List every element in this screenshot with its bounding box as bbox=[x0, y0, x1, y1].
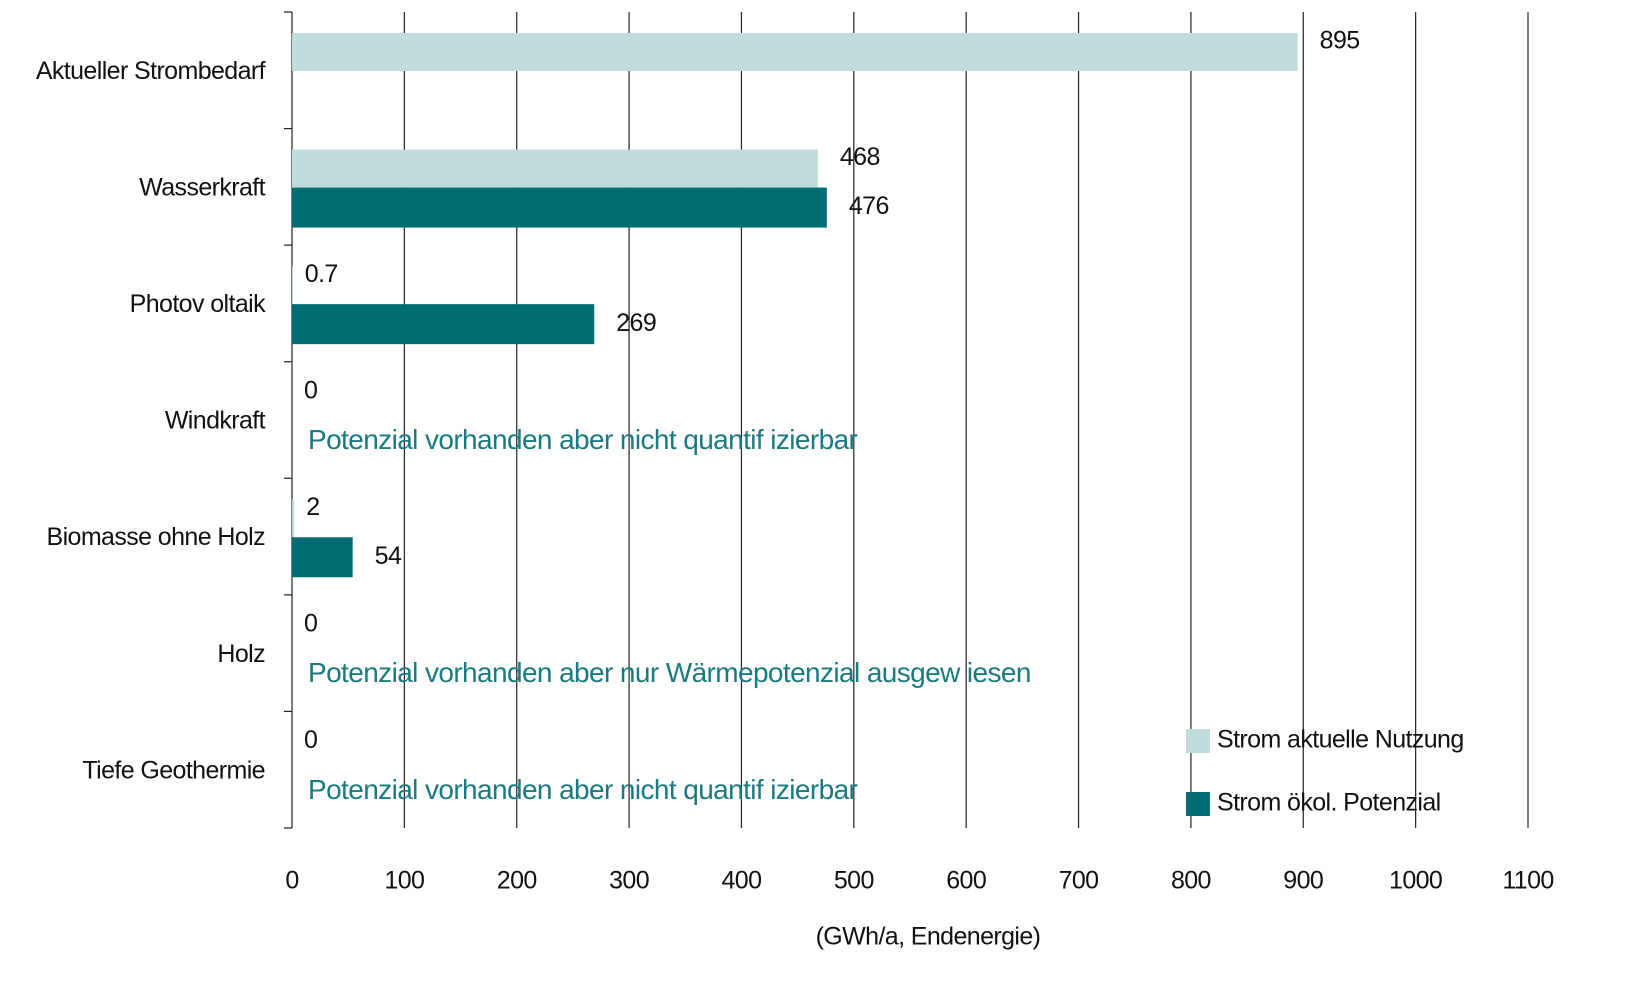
x-tick-label: 300 bbox=[609, 867, 649, 895]
legend-label: Strom aktuelle Nutzung bbox=[1217, 726, 1464, 754]
y-tick-label: Wasserkraft bbox=[139, 173, 265, 201]
x-tick-label: 1000 bbox=[1389, 867, 1442, 895]
legend-swatch bbox=[1186, 792, 1210, 816]
annotation: Potenzial vorhanden aber nicht quantif i… bbox=[308, 424, 858, 455]
data-label: 0 bbox=[304, 376, 317, 404]
annotation: Potenzial vorhanden aber nur Wärmepotenz… bbox=[308, 657, 1031, 688]
y-tick-label: Aktueller Strombedarf bbox=[36, 57, 266, 85]
annotation: Potenzial vorhanden aber nicht quantif i… bbox=[308, 774, 858, 805]
data-label: 0 bbox=[304, 726, 317, 754]
y-tick-label: Windkraft bbox=[165, 407, 266, 435]
y-tick-label: Tiefe Geothermie bbox=[82, 756, 265, 784]
data-label: 895 bbox=[1320, 27, 1360, 55]
bar bbox=[292, 266, 293, 305]
x-tick-label: 100 bbox=[384, 867, 424, 895]
bar bbox=[292, 499, 295, 538]
x-tick-label: 0 bbox=[285, 867, 298, 895]
x-axis-title: (GWh/a, Endenergie) bbox=[816, 923, 1041, 951]
data-label: 468 bbox=[840, 143, 880, 171]
x-tick-label: 600 bbox=[946, 867, 986, 895]
x-tick-label: 500 bbox=[834, 867, 874, 895]
data-label: 54 bbox=[375, 542, 402, 570]
x-tick-label: 1100 bbox=[1502, 867, 1553, 895]
y-tick-label: Photov oltaik bbox=[130, 290, 266, 318]
bar bbox=[292, 187, 827, 228]
data-label: 2 bbox=[306, 493, 319, 521]
data-label: 0.7 bbox=[305, 260, 338, 288]
x-tick-label: 800 bbox=[1171, 867, 1211, 895]
y-tick-label: Holz bbox=[217, 640, 265, 668]
bar bbox=[292, 537, 353, 578]
legend-label: Strom ökol. Potenzial bbox=[1217, 789, 1441, 817]
bar bbox=[292, 304, 595, 345]
legend-swatch bbox=[1186, 729, 1210, 753]
y-tick-label: Biomasse ohne Holz bbox=[47, 523, 266, 551]
x-tick-label: 400 bbox=[721, 867, 761, 895]
x-tick-label: 700 bbox=[1059, 867, 1099, 895]
x-tick-label: 900 bbox=[1283, 867, 1323, 895]
x-tick-label: 200 bbox=[497, 867, 537, 895]
data-label: 269 bbox=[616, 309, 656, 337]
bar bbox=[292, 149, 818, 188]
data-label: 476 bbox=[849, 192, 889, 220]
bar bbox=[292, 33, 1298, 71]
data-label: 0 bbox=[304, 609, 317, 637]
